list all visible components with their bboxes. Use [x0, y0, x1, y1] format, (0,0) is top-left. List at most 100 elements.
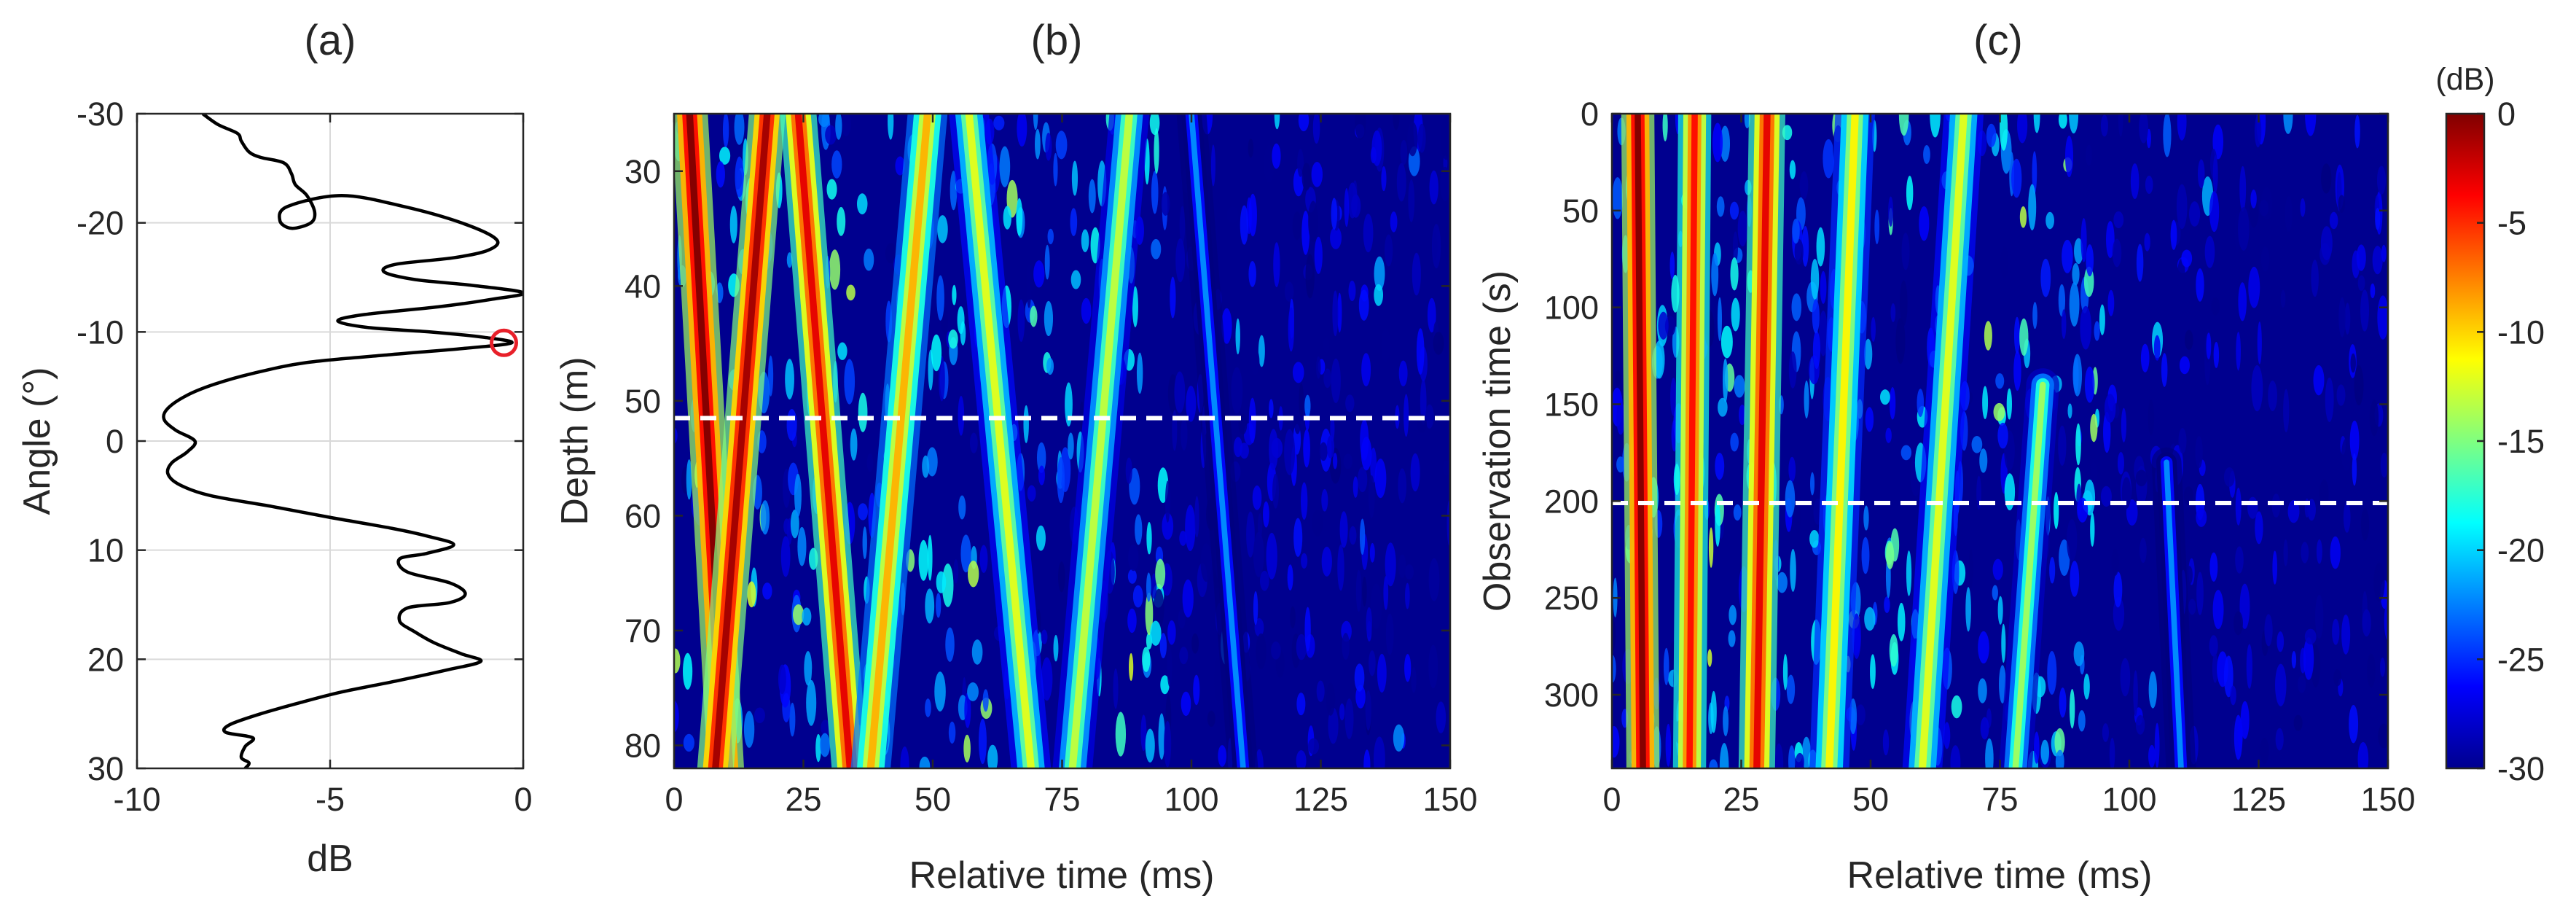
speckle-blob [1923, 144, 1930, 164]
speckle-blob [1145, 592, 1154, 636]
speckle-blob [2078, 710, 2086, 732]
speckle-blob [719, 147, 731, 165]
speckle-blob [1612, 655, 1616, 683]
speckle-blob [2144, 233, 2150, 252]
x-tick-label: 50 [1852, 781, 1889, 818]
speckle-blob [1731, 297, 1740, 332]
speckle-blob [1151, 238, 1162, 260]
colorbar: (dB) 0 -5 -10 -15 -20 -25 -30 [2435, 62, 2545, 787]
speckle-blob [1788, 745, 1796, 768]
panel-c: (c) 0 25 50 75 100 125 150 0 50 100 150 200 250 300 R… [1476, 17, 2416, 897]
speckle-blob [2341, 438, 2352, 471]
speckle-blob [1355, 569, 1362, 612]
speckle-blob [1777, 572, 1788, 593]
speckle-blob [2369, 399, 2379, 437]
speckle-blob [866, 453, 874, 472]
speckle-blob [2094, 321, 2100, 341]
speckle-blob [1146, 572, 1151, 602]
speckle-blob [1311, 161, 1323, 187]
y-tick-label: 40 [625, 268, 661, 305]
speckle-blob [835, 114, 842, 140]
speckle-blob [1326, 682, 1336, 716]
speckle-blob [1993, 402, 2005, 421]
speckle-blob [844, 359, 856, 405]
speckle-blob [790, 509, 799, 539]
speckle-blob [2033, 731, 2040, 764]
speckle-blob [2360, 508, 2370, 541]
y-tick-label: 80 [625, 727, 661, 764]
speckle-blob [1978, 631, 1989, 664]
speckle-blob [1861, 537, 1870, 574]
speckle-blob [1855, 704, 1866, 725]
y-tick-label: 50 [1562, 192, 1599, 230]
y-tick-label: -10 [77, 313, 124, 351]
speckle-blob [780, 536, 791, 577]
speckle-blob [819, 733, 831, 757]
speckle-blob [2384, 601, 2388, 641]
speckle-blob [1720, 325, 1733, 359]
speckle-blob [1170, 276, 1176, 319]
speckle-blob [1129, 652, 1134, 682]
speckle-blob [1733, 504, 1742, 521]
speckle-blob [2073, 641, 2085, 667]
speckle-blob [2145, 175, 2153, 194]
speckle-blob [1331, 358, 1341, 403]
speckle-blob [1971, 436, 1983, 453]
speckle-blob [2380, 452, 2388, 478]
speckle-blob [888, 114, 894, 140]
speckle-blob [1612, 177, 1624, 219]
speckle-blob [2058, 284, 2066, 317]
speckle-blob [2047, 650, 2057, 695]
speckle-blob [2246, 644, 2252, 689]
speckle-blob [1717, 297, 1723, 341]
speckle-blob [2209, 191, 2220, 233]
speckle-blob [948, 721, 956, 744]
speckle-blob [2333, 668, 2342, 687]
y-tick-label: 250 [1544, 580, 1599, 617]
speckle-blob [1044, 244, 1050, 280]
speckle-blob [683, 733, 694, 752]
speckle-blob [1248, 397, 1256, 444]
panel-c-heatmap [1612, 114, 2388, 768]
speckle-blob [1385, 613, 1394, 655]
speckle-blob [1349, 526, 1357, 545]
speckle-blob [2303, 637, 2314, 680]
speckle-blob [2305, 114, 2317, 136]
speckle-blob [1301, 553, 1308, 569]
speckle-blob [2072, 354, 2083, 397]
speckle-blob [1323, 368, 1332, 389]
speckle-blob [1384, 234, 1393, 267]
speckle-blob [1041, 629, 1048, 644]
speckle-blob [2350, 353, 2356, 373]
speckle-blob [1871, 316, 1876, 342]
speckle-blob [1943, 722, 1951, 749]
speckle-blob [925, 698, 931, 717]
speckle-blob [2189, 201, 2201, 227]
speckle-blob [1351, 194, 1361, 218]
speckle-blob [2090, 512, 2095, 547]
speckle-blob [1890, 303, 1896, 322]
speckle-blob [1723, 706, 1729, 737]
speckle-blob [846, 284, 856, 301]
speckle-blob [960, 534, 971, 573]
speckle-blob [1710, 690, 1717, 733]
speckle-blob [1332, 290, 1339, 337]
speckle-blob [858, 392, 868, 432]
speckle-blob [2099, 304, 2105, 335]
speckle-blob [2080, 218, 2087, 262]
speckle-blob [2111, 548, 2119, 576]
speckle-blob [2040, 258, 2051, 297]
speckle-blob [2349, 421, 2360, 461]
speckle-blob [1997, 422, 2008, 449]
speckle-blob [686, 459, 692, 500]
speckle-blob [826, 179, 837, 200]
speckle-blob [1363, 214, 1374, 253]
speckle-blob [936, 593, 941, 618]
speckle-blob [2212, 590, 2224, 630]
speckle-blob [2100, 114, 2108, 137]
speckle-blob [1443, 460, 1450, 476]
speckle-blob [2239, 165, 2247, 212]
speckle-blob [1816, 227, 1825, 267]
speckle-blob [1023, 405, 1029, 443]
speckle-blob [786, 408, 797, 441]
